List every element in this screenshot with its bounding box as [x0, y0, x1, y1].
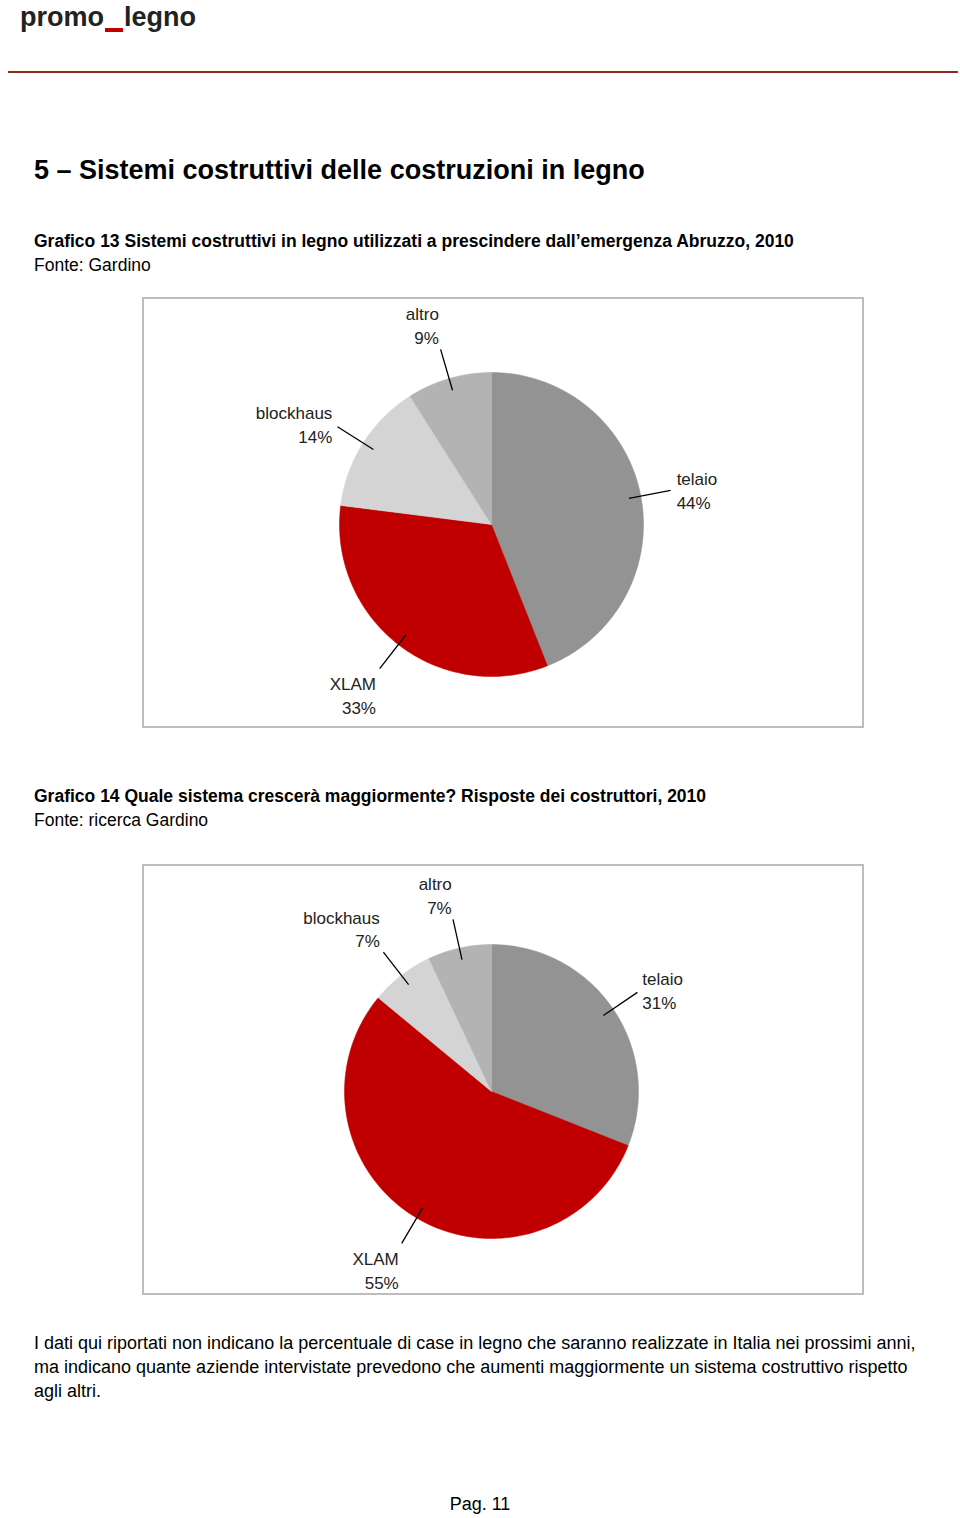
html-text:legno: legno [124, 2, 196, 32]
svg-text:XLAM33%: XLAM33% [330, 675, 376, 718]
html-text:I dati qui riportati non indic: I dati qui riportati non indicano la per… [34, 1333, 916, 1401]
html-text:promo: promo [20, 2, 104, 32]
html-text:5 – Sistemi costruttivi delle: 5 – Sistemi costruttivi delle costruzion… [34, 155, 645, 185]
html-text:Grafico 13 Sistemi costruttivi: Grafico 13 Sistemi costruttivi in legno … [34, 231, 794, 251]
svg-text:telaio44%: telaio44% [677, 470, 718, 513]
html-text:Fonte: Gardino: Fonte: Gardino [34, 255, 151, 275]
html-text:Pag. 11: Pag. 11 [449, 1494, 511, 1514]
html-text:Grafico 14 Quale sistema cresc: Grafico 14 Quale sistema crescerà maggio… [34, 786, 707, 806]
svg-text:blockhaus7%: blockhaus7% [303, 909, 380, 952]
svg-text:altro7%: altro7% [419, 875, 452, 918]
svg-text:XLAM55%: XLAM55% [352, 1250, 398, 1293]
svg-text:altro9%: altro9% [406, 305, 439, 348]
svg-text:blockhaus14%: blockhaus14% [256, 404, 333, 447]
svg-text:telaio31%: telaio31% [642, 970, 683, 1013]
html-text:Fonte: ricerca Gardino: Fonte: ricerca Gardino [34, 810, 209, 830]
